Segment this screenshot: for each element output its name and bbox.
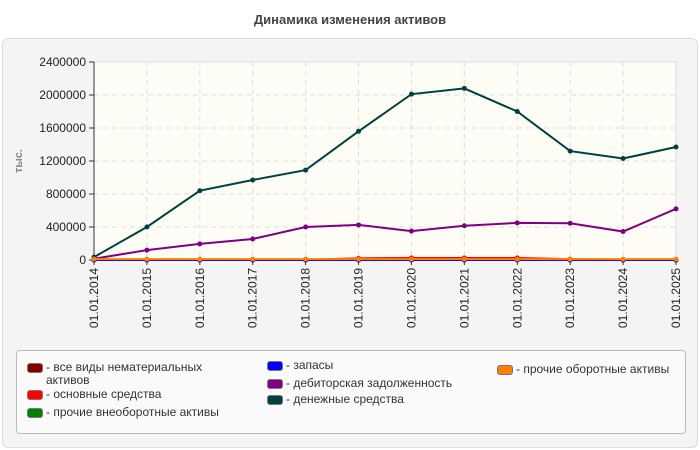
data-point: [461, 85, 467, 91]
legend-label: - дебиторская задолженность: [286, 376, 453, 390]
legend-swatch: [267, 361, 283, 371]
series-line: [93, 207, 677, 260]
x-tick-label: 01.01.2024: [616, 268, 630, 328]
x-tick-label: 01.01.2020: [404, 268, 418, 328]
legend-label: - прочие оборотные активы: [516, 362, 670, 376]
legend-item[interactable]: - прочие внеоборотные активы: [27, 406, 237, 419]
legend-label: - запасы: [286, 358, 334, 372]
legend-swatch: [27, 408, 43, 418]
data-point: [144, 224, 150, 230]
legend-label: - все виды нематериальных активов: [46, 360, 203, 387]
data-point: [620, 156, 626, 162]
data-point: [408, 228, 414, 234]
y-tick-label: 2400000: [39, 55, 86, 69]
x-tick-label: 01.01.2023: [563, 268, 577, 328]
x-tick-label: 01.01.2022: [510, 268, 524, 328]
legend-swatch: [267, 379, 283, 389]
legend: - все виды нематериальных активов - основ…: [16, 350, 686, 434]
data-point: [356, 222, 362, 228]
data-point: [514, 220, 520, 226]
y-tick-label: 800000: [46, 187, 86, 201]
x-tick-label: 01.01.2016: [193, 268, 207, 328]
legend-label: - основные средства: [46, 387, 162, 401]
data-point: [408, 91, 414, 97]
data-point: [356, 256, 362, 262]
data-point: [197, 256, 203, 262]
x-tick-label: 01.01.2025: [669, 268, 683, 328]
legend-swatch: [27, 390, 43, 400]
legend-swatch: [27, 363, 43, 373]
legend-item[interactable]: - все виды нематериальных активов: [27, 361, 237, 387]
legend-label: - денежные средства: [286, 392, 404, 406]
y-tick-label: 2000000: [39, 88, 86, 102]
data-point: [250, 256, 256, 262]
data-point: [461, 256, 467, 262]
y-tick-label: 400000: [46, 220, 86, 234]
legend-item[interactable]: - основные средства: [27, 388, 237, 401]
data-point: [303, 256, 309, 262]
data-point: [567, 220, 573, 226]
x-tick-label: 01.01.2017: [246, 268, 260, 328]
y-tick-label: 1200000: [39, 154, 86, 168]
x-tick-label: 01.01.2019: [352, 268, 366, 328]
data-point: [514, 256, 520, 262]
x-tick-label: 01.01.2018: [299, 268, 313, 328]
legend-item[interactable]: - дебиторская задолженность: [267, 377, 477, 390]
legend-item[interactable]: - прочие оборотные активы: [497, 363, 687, 376]
legend-swatch: [267, 395, 283, 405]
x-tick-label: 01.01.2015: [140, 268, 154, 328]
data-point: [514, 109, 520, 114]
chart-title: Динамика изменения активов: [253, 12, 447, 27]
data-point: [303, 167, 309, 173]
data-point: [303, 224, 309, 230]
legend-item[interactable]: - денежные средства: [267, 393, 477, 406]
data-point: [250, 236, 256, 242]
data-point: [673, 206, 679, 212]
x-tick-label: 01.01.2021: [457, 268, 471, 328]
y-axis-label: тыс.: [13, 149, 25, 173]
data-point: [408, 256, 414, 262]
data-point: [567, 256, 573, 262]
data-point: [197, 188, 203, 194]
data-point: [673, 144, 679, 150]
data-point: [356, 128, 362, 134]
legend-label: - прочие внеоборотные активы: [46, 405, 219, 419]
legend-swatch: [497, 365, 513, 375]
chart-plot: 0 400000 800000 1200000 1600000 2000000 240000…: [13, 55, 683, 328]
data-point: [673, 256, 679, 262]
data-point: [197, 241, 203, 247]
data-point: [144, 247, 150, 253]
y-tick-label: 0: [79, 253, 86, 267]
data-point: [250, 177, 256, 183]
data-point: [144, 256, 150, 262]
x-tick-label: 01.01.2014: [87, 268, 101, 328]
y-tick-label: 1600000: [39, 121, 86, 135]
data-point: [91, 256, 97, 262]
data-point: [567, 148, 573, 154]
data-point: [620, 256, 626, 262]
data-point: [461, 223, 467, 229]
data-point: [620, 229, 626, 235]
series-line: [93, 87, 677, 258]
legend-item[interactable]: - запасы: [267, 359, 477, 372]
